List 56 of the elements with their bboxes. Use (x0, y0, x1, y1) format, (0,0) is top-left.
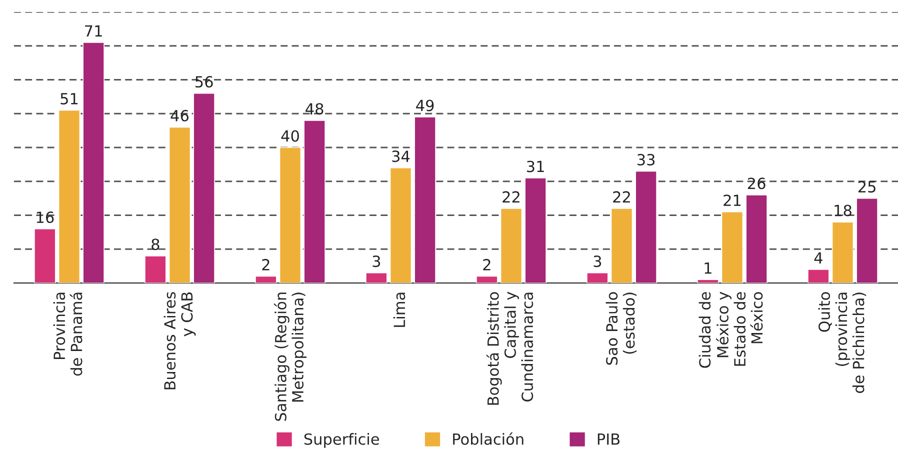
bar (586, 272, 608, 283)
bar (697, 279, 719, 283)
bar (279, 147, 302, 283)
bar (746, 194, 768, 283)
data-label: 49 (416, 100, 434, 112)
bar (82, 42, 104, 283)
bar (721, 211, 744, 283)
x-tick-label: Provincia de Panamá (53, 292, 82, 376)
data-label: 33 (638, 154, 655, 166)
data-label: 2 (483, 258, 490, 270)
data-label: 71 (85, 25, 102, 37)
bar (304, 120, 326, 283)
bar (856, 198, 878, 283)
data-label: 1 (704, 262, 712, 274)
data-label: 40 (281, 130, 299, 142)
bar (366, 272, 388, 283)
x-tick-label: Lima (393, 292, 406, 327)
bar (34, 228, 56, 283)
bar (255, 276, 277, 283)
bar (500, 208, 522, 283)
x-tick-label: Buenos Aires y CAB (164, 292, 196, 390)
bar (808, 269, 830, 283)
data-label: 48 (306, 103, 324, 115)
x-tick-label: Sao Paulo (estado) (606, 292, 637, 365)
bar (193, 92, 215, 283)
data-label: 21 (724, 194, 741, 206)
bar (610, 208, 633, 283)
data-label: 31 (527, 160, 544, 172)
data-label: 8 (152, 238, 160, 250)
data-label: 22 (502, 191, 520, 203)
bar (144, 255, 166, 283)
data-label: 56 (196, 76, 213, 88)
legend-label: Población (453, 432, 524, 445)
x-tick-label: Quito (provincia de Pichincha) (818, 292, 866, 393)
data-label: 22 (613, 191, 630, 203)
data-label: 51 (60, 93, 78, 104)
x-tick-label: Santiago (Región Metropolitana) (274, 292, 306, 421)
data-label: 18 (834, 204, 852, 216)
bar (414, 116, 436, 283)
data-label: 25 (858, 181, 876, 193)
bar (635, 170, 657, 283)
bar (168, 126, 191, 283)
bar (58, 110, 80, 283)
data-label: 2 (262, 258, 270, 270)
legend-label: Superficie (304, 433, 379, 448)
bar (390, 167, 412, 283)
data-label: 3 (594, 256, 602, 268)
x-tick-label: Ciudad de México y Estado de México (698, 292, 763, 368)
data-label: 4 (814, 252, 822, 264)
bar (524, 178, 546, 283)
x-tick-label: Bogotá Distrito Capital y Cundinamarca (486, 292, 534, 405)
data-label: 34 (392, 150, 410, 162)
bar (476, 276, 498, 283)
data-label: 3 (372, 256, 380, 268)
legend-label: PIB (598, 434, 620, 445)
bar (832, 222, 854, 283)
